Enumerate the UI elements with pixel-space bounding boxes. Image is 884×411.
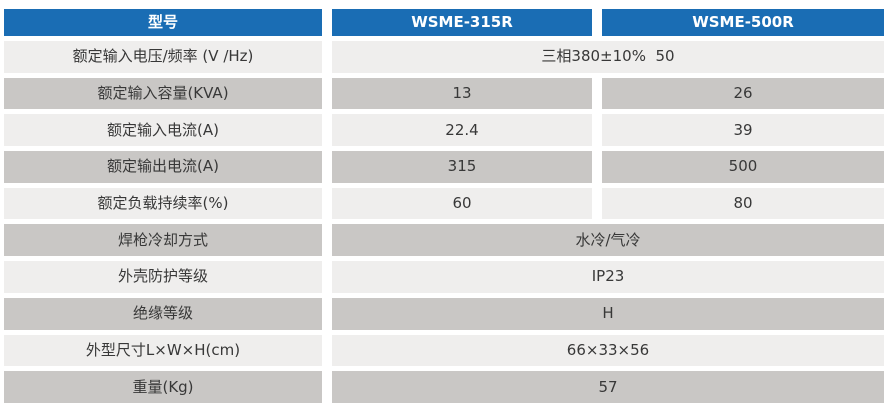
spec-label-cooling-method: 焊枪冷却方式 bbox=[4, 224, 322, 257]
header-model-wsme-315r: WSME-315R bbox=[332, 9, 592, 36]
spec-table: 型号 WSME-315R WSME-500R 额定输入电压/频率 (V /Hz)… bbox=[4, 9, 884, 403]
spec-value-input-current-315r: 22.4 bbox=[332, 114, 592, 147]
spec-value-input-voltage: 三相380±10% 50 bbox=[332, 41, 884, 73]
header-model-label: 型号 bbox=[4, 9, 322, 36]
spec-label-output-current: 额定输出电流(A) bbox=[4, 151, 322, 183]
spec-value-duty-cycle-315r: 60 bbox=[332, 187, 592, 220]
spec-label-weight: 重量(Kg) bbox=[4, 371, 322, 403]
spec-value-weight: 57 bbox=[332, 371, 884, 403]
spec-value-input-capacity-500r: 26 bbox=[602, 77, 884, 110]
spec-value-dimensions: 66×33×56 bbox=[332, 334, 884, 367]
spec-value-cooling-method: 水冷/气冷 bbox=[332, 224, 884, 257]
spec-label-input-voltage: 额定输入电压/频率 (V /Hz) bbox=[4, 41, 322, 73]
spec-value-insulation-class: H bbox=[332, 297, 884, 330]
header-model-wsme-500r: WSME-500R bbox=[602, 9, 884, 36]
spec-value-input-current-500r: 39 bbox=[602, 114, 884, 147]
spec-value-input-capacity-315r: 13 bbox=[332, 77, 592, 110]
spec-label-duty-cycle: 额定负载持续率(%) bbox=[4, 187, 322, 220]
spec-label-dimensions: 外型尺寸L×W×H(cm) bbox=[4, 334, 322, 367]
spec-label-input-capacity: 额定输入容量(KVA) bbox=[4, 77, 322, 110]
spec-label-input-current: 额定输入电流(A) bbox=[4, 114, 322, 147]
spec-label-insulation-class: 绝缘等级 bbox=[4, 297, 322, 330]
spec-value-output-current-315r: 315 bbox=[332, 151, 592, 183]
spec-value-output-current-500r: 500 bbox=[602, 151, 884, 183]
spec-label-protection-rating: 外壳防护等级 bbox=[4, 261, 322, 293]
spec-value-duty-cycle-500r: 80 bbox=[602, 187, 884, 220]
spec-value-protection-rating: IP23 bbox=[332, 261, 884, 293]
